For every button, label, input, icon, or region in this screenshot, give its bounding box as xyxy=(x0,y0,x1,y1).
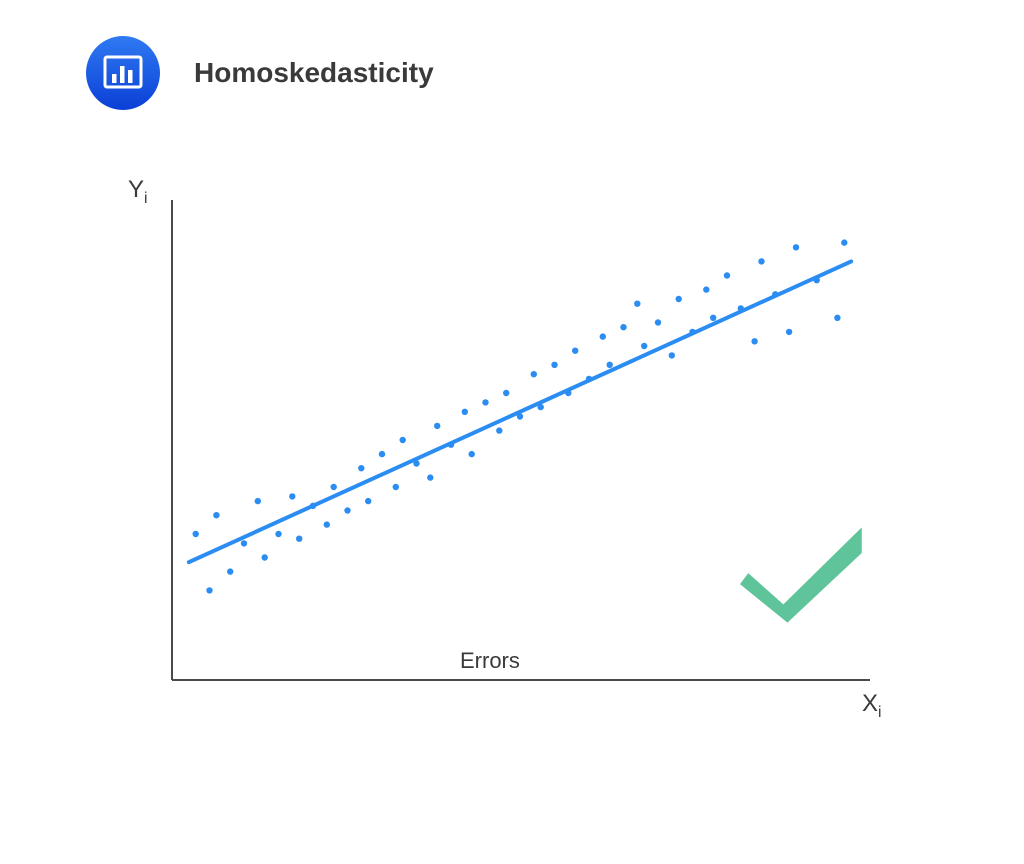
page-title: Homoskedasticity xyxy=(194,57,434,89)
x-axis-label: Xi xyxy=(862,690,881,722)
scatter-chart: Yi Errors Xi xyxy=(100,180,900,740)
chart-icon xyxy=(86,36,160,110)
y-axis-label: Yi xyxy=(128,176,147,208)
chart-svg xyxy=(170,200,870,700)
errors-label: Errors xyxy=(460,648,520,674)
checkmark-icon xyxy=(740,527,862,622)
header: Homoskedasticity xyxy=(86,36,434,110)
